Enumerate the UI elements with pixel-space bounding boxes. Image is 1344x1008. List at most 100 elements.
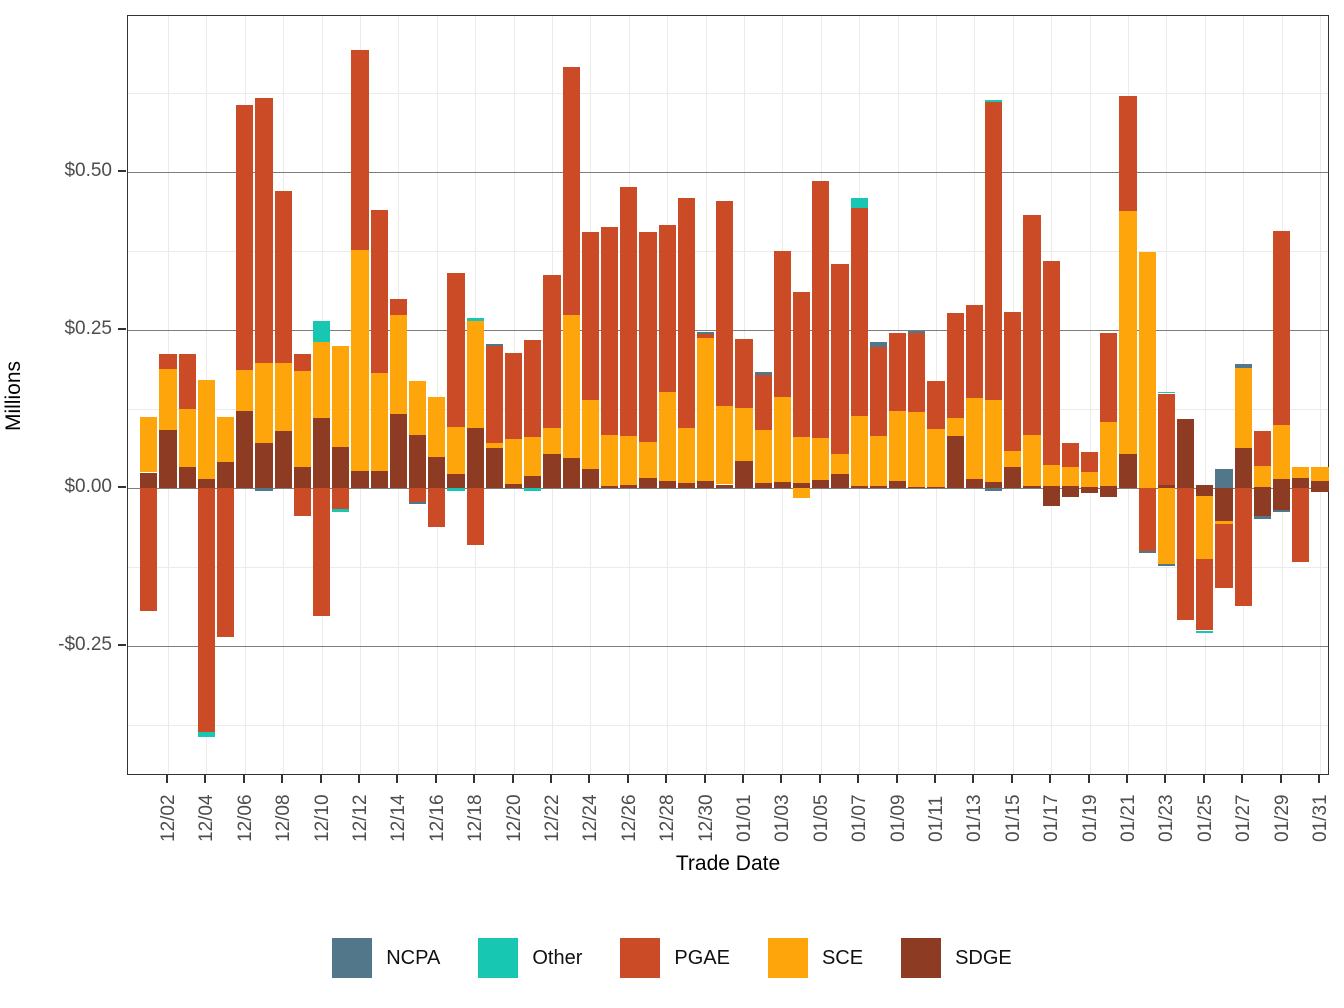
bar-segment-pgae <box>1100 333 1118 422</box>
bar-segment-sdge-negative <box>1215 488 1233 522</box>
bar-segment-sdge <box>409 434 427 489</box>
bar-segment-pgae <box>1004 311 1022 451</box>
bar-segment-sdge <box>1004 467 1022 489</box>
bar-segment-sdge <box>389 414 407 489</box>
bar-segment-sce <box>428 397 446 457</box>
bar-segment-pgae-negative <box>1292 488 1310 562</box>
x-axis-tick <box>1202 775 1205 783</box>
bar-segment-other <box>1157 391 1175 394</box>
bar-segment-pgae <box>601 226 619 436</box>
bar-segment-sce <box>505 439 523 484</box>
x-axis-tick <box>1279 775 1282 783</box>
bar-segment-sce <box>1273 425 1291 480</box>
bar-segment-pgae-negative <box>1196 559 1214 631</box>
bar-segment-pgae-negative <box>1138 488 1156 551</box>
bar-segment-sce <box>716 406 734 485</box>
plot-panel <box>127 15 1329 775</box>
bar-segment-pgae <box>389 298 407 316</box>
bar-segment-ncpa <box>869 341 887 348</box>
bar-segment-sce <box>466 321 484 428</box>
x-axis-tick-label: 12/16 <box>426 794 448 842</box>
bar-segment-other-negative <box>332 509 350 512</box>
y-axis-tick-label: $0.00 <box>64 476 112 498</box>
bar-segment-pgae <box>581 231 599 400</box>
bar-segment-sdge <box>908 487 926 489</box>
bar-segment-sdge <box>946 435 964 489</box>
bar-segment-pgae-negative <box>428 488 446 528</box>
x-axis-tick <box>319 775 322 783</box>
bar-segment-sce-negative <box>1157 488 1175 565</box>
bar-segment-sdge <box>658 480 676 489</box>
legend-label-sdge: SDGE <box>955 946 1012 969</box>
bar-segment-pgae <box>812 181 830 439</box>
bar-segment-pgae <box>773 250 791 397</box>
x-axis-tick-label: 12/20 <box>503 794 525 842</box>
bar-segment-sdge <box>735 461 753 489</box>
bar-segment-sdge-negative <box>1273 488 1291 511</box>
x-axis-tick-label: 12/06 <box>234 794 256 842</box>
bar-segment-pgae-negative <box>1177 488 1195 621</box>
bar-segment-sdge <box>773 481 791 489</box>
bar-segment-pgae <box>178 353 196 410</box>
bar-segment-pgae <box>889 333 907 411</box>
x-axis-tick <box>358 775 360 783</box>
bar-segment-ncpa <box>908 330 926 334</box>
bar-segment-sdge-negative <box>1311 488 1329 493</box>
bar-segment-pgae-negative <box>332 488 350 510</box>
bar-segment-sce <box>735 408 753 462</box>
bar-segment-pgae <box>370 210 388 373</box>
bar-segment-sce <box>370 372 388 472</box>
x-axis-tick-label: 12/26 <box>618 794 640 842</box>
bar-segment-sdge-negative <box>1100 488 1118 497</box>
bar-segment-sdge <box>178 466 196 489</box>
bar-segment-ncpa-negative <box>1273 510 1291 513</box>
bar-segment-other-negative <box>197 731 215 737</box>
y-axis-tick-label: -$0.25 <box>58 634 112 656</box>
legend-item-ncpa: NCPA <box>332 938 440 978</box>
bar-segment-sdge <box>466 427 484 489</box>
legend: NCPA Other PGAE SCE SDGE <box>0 928 1344 988</box>
bar-segment-sce-negative <box>1215 521 1233 524</box>
bar-segment-sce <box>217 416 235 462</box>
y-axis-tick <box>118 486 126 489</box>
bar-segment-sce <box>812 438 830 481</box>
bar-segment-pgae <box>908 333 926 413</box>
bar-segment-pgae-negative <box>293 488 311 517</box>
legend-swatch-sdge <box>901 938 942 978</box>
x-axis-tick-label: 01/27 <box>1233 794 1255 842</box>
x-axis-tick-label: 12/10 <box>311 794 333 842</box>
bar-segment-sdge <box>869 485 887 489</box>
bar-segment-pgae-negative <box>197 488 215 732</box>
bar-segment-pgae <box>850 207 868 417</box>
x-axis-tick-label: 12/28 <box>657 794 679 842</box>
bar-segment-sce <box>313 342 331 419</box>
bar-segment-sdge <box>812 480 830 489</box>
bar-segment-sdge <box>1061 485 1079 489</box>
bar-segment-pgae <box>255 97 273 363</box>
x-axis-tick <box>626 775 629 783</box>
legend-item-other: Other <box>478 938 582 978</box>
bar-segment-sdge <box>850 485 868 489</box>
bar-segment-pgae <box>159 353 177 370</box>
bar-segment-other <box>985 100 1003 102</box>
x-axis-tick <box>511 775 514 783</box>
x-axis-tick <box>1049 775 1052 783</box>
bar-segment-sdge <box>1100 486 1118 489</box>
x-axis-tick <box>1126 775 1128 783</box>
gridline-minor <box>128 567 1328 569</box>
bar-segment-sce <box>1311 466 1329 481</box>
x-axis-tick-label: 01/09 <box>887 794 909 842</box>
bar-segment-pgae <box>927 380 945 429</box>
gridline-vertical <box>1089 16 1091 774</box>
bar-segment-sdge <box>889 480 907 489</box>
x-axis-tick-label: 01/15 <box>1002 794 1024 842</box>
bar-segment-sce <box>1234 368 1252 449</box>
bar-segment-sce <box>1292 466 1310 478</box>
bar-segment-sce <box>485 443 503 448</box>
bar-segment-ncpa-negative <box>1138 550 1156 553</box>
bar-segment-sdge <box>1292 477 1310 489</box>
bar-segment-pgae-negative <box>217 488 235 637</box>
bar-segment-sdge <box>1196 484 1214 489</box>
bar-segment-sce <box>793 437 811 483</box>
bar-segment-pgae <box>1253 431 1271 466</box>
